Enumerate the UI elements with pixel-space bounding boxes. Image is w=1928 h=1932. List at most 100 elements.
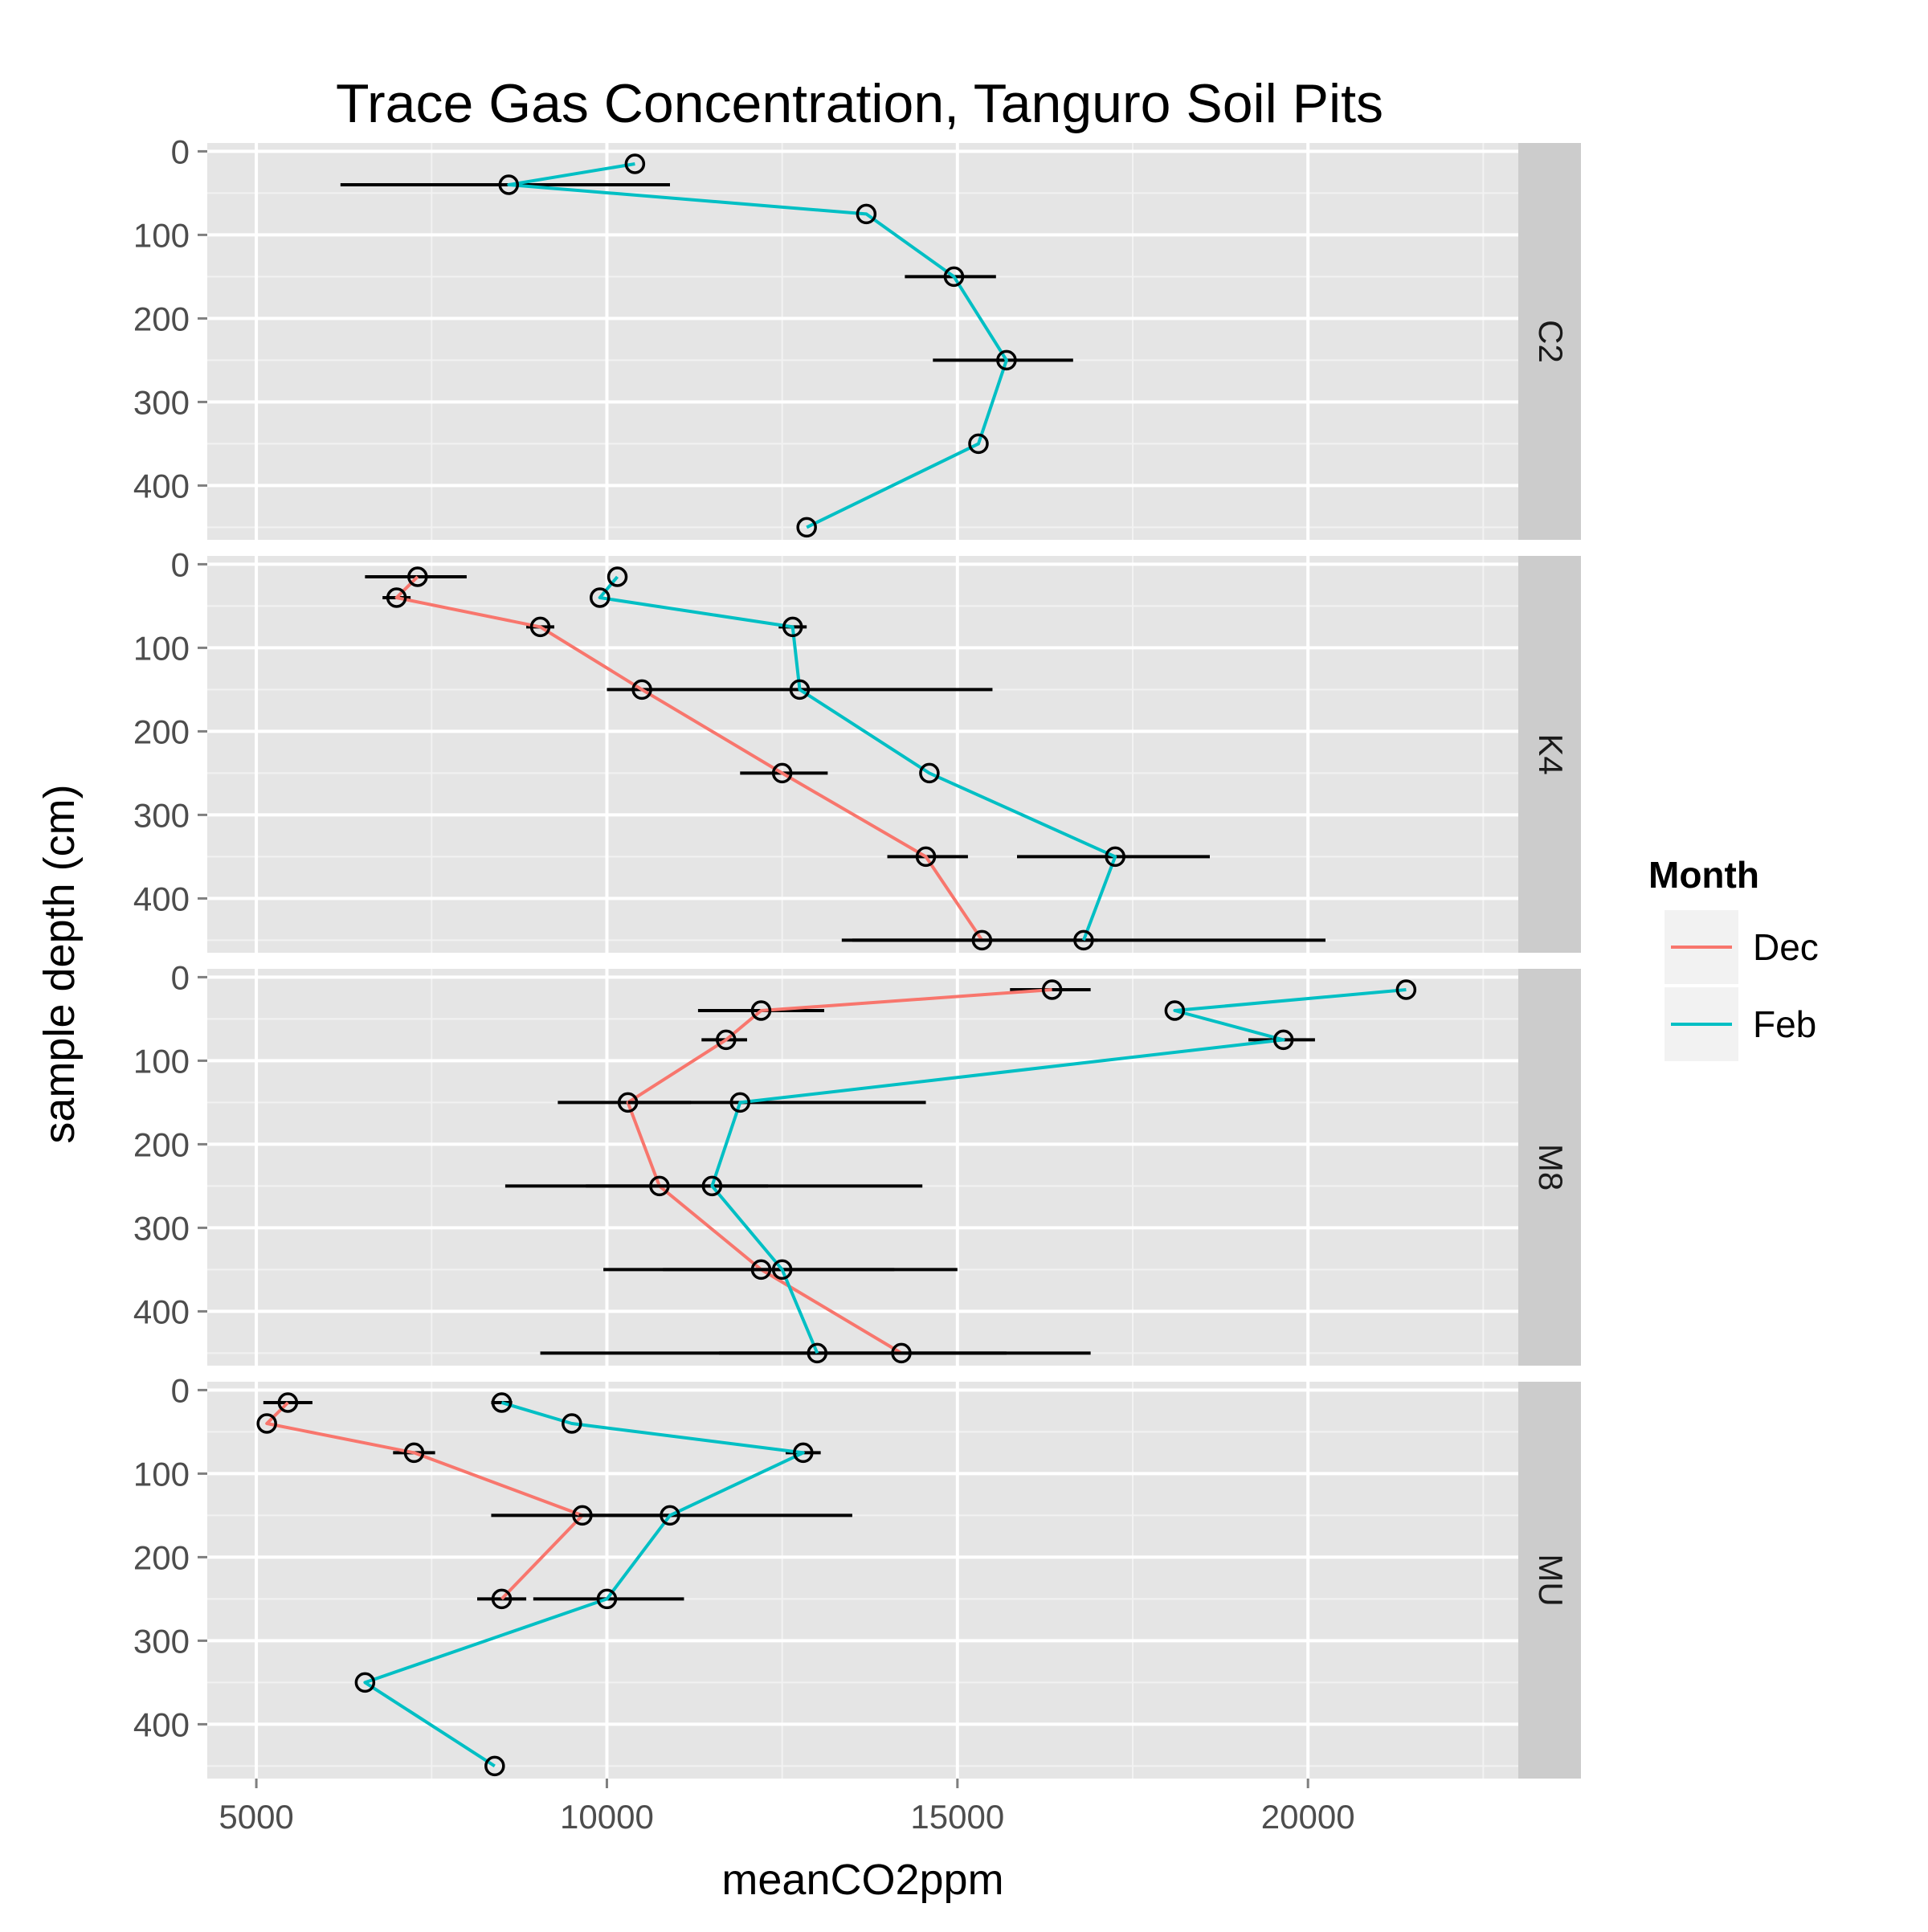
y-tick-label: 100 bbox=[133, 1455, 190, 1493]
series-feb bbox=[354, 1392, 852, 1777]
legend: Month Dec Feb bbox=[1648, 854, 1819, 1061]
data-point bbox=[491, 1392, 513, 1413]
data-point bbox=[793, 1442, 814, 1464]
data-point bbox=[729, 1092, 751, 1113]
data-point bbox=[1073, 929, 1094, 951]
facet-strip-label: MU bbox=[1532, 1554, 1570, 1606]
y-tick-label: 0 bbox=[171, 545, 190, 583]
facet-strip-label: M8 bbox=[1532, 1144, 1570, 1191]
y-tick-label: 300 bbox=[133, 1622, 190, 1660]
data-point bbox=[491, 1588, 513, 1610]
data-point bbox=[716, 1029, 737, 1051]
x-tick-label: 20000 bbox=[1261, 1798, 1355, 1836]
facet-strip-label: C2 bbox=[1532, 320, 1570, 363]
data-point bbox=[750, 1000, 772, 1021]
panel-background bbox=[207, 556, 1518, 953]
facet-panel-mu: MU 0 100 200 300 400 bbox=[133, 1371, 1581, 1779]
series-feb bbox=[540, 979, 1417, 1364]
y-tick-label: 100 bbox=[133, 216, 190, 254]
x-tick-label: 5000 bbox=[219, 1798, 293, 1836]
data-point bbox=[1105, 846, 1125, 868]
data-point bbox=[996, 349, 1017, 371]
y-tick-label: 0 bbox=[171, 1371, 190, 1409]
y-tick-label: 400 bbox=[133, 467, 190, 504]
data-point bbox=[807, 1342, 828, 1364]
data-point bbox=[1164, 1000, 1186, 1021]
data-point bbox=[386, 587, 407, 608]
series-line bbox=[363, 1401, 805, 1768]
data-point bbox=[856, 203, 877, 225]
data-point bbox=[701, 1175, 723, 1197]
y-tick-label: 300 bbox=[133, 1209, 190, 1247]
panel-background bbox=[207, 1382, 1518, 1779]
data-point bbox=[943, 266, 965, 288]
series-line bbox=[598, 575, 1117, 941]
data-point bbox=[771, 762, 793, 784]
legend-title: Month bbox=[1648, 854, 1759, 896]
y-tick-label: 400 bbox=[133, 880, 190, 917]
data-point bbox=[782, 616, 803, 638]
series-feb bbox=[340, 153, 1073, 538]
data-point bbox=[919, 762, 940, 784]
data-point bbox=[1272, 1029, 1294, 1051]
y-tick-label: 0 bbox=[171, 133, 190, 170]
data-point bbox=[529, 616, 551, 638]
data-point bbox=[484, 1755, 505, 1777]
x-axis: 5000 10000 15000 20000 bbox=[219, 1779, 1355, 1836]
legend-label-feb: Feb bbox=[1753, 1003, 1816, 1045]
data-point bbox=[660, 1505, 680, 1526]
legend-label-dec: Dec bbox=[1753, 926, 1819, 968]
series-line bbox=[507, 162, 1008, 529]
data-point bbox=[968, 433, 989, 455]
data-point bbox=[915, 846, 937, 868]
y-tick-label: 200 bbox=[133, 713, 190, 750]
facet-strip bbox=[1518, 969, 1581, 1366]
data-point bbox=[407, 566, 428, 587]
facet-panel-c2: C2 0 100 200 300 400 bbox=[133, 133, 1581, 540]
facet-strip-label: K4 bbox=[1532, 733, 1570, 774]
data-point bbox=[403, 1442, 425, 1464]
y-tick-label: 200 bbox=[133, 1125, 190, 1163]
facet-panel-k4: K4 0 100 200 300 400 bbox=[133, 545, 1581, 953]
facet-panels: C2 0 100 200 300 400 K4 0 100 200 300 400 M8 0 100 200 3… bbox=[133, 133, 1581, 1779]
y-tick-label: 300 bbox=[133, 383, 190, 421]
panel-background bbox=[207, 969, 1518, 1366]
y-tick-label: 400 bbox=[133, 1705, 190, 1743]
data-point bbox=[498, 174, 520, 195]
y-tick-label: 200 bbox=[133, 300, 190, 337]
series-line bbox=[394, 575, 984, 941]
panel-background bbox=[207, 143, 1518, 540]
data-point bbox=[1041, 979, 1063, 1000]
series-feb bbox=[589, 566, 1326, 951]
facet-strip bbox=[1518, 143, 1581, 540]
series-line bbox=[710, 988, 1407, 1354]
y-tick-label: 0 bbox=[171, 958, 190, 996]
facet-strip bbox=[1518, 556, 1581, 953]
facet-panel-m8: M8 0 100 200 300 400 bbox=[133, 958, 1581, 1366]
y-tick-label: 400 bbox=[133, 1293, 190, 1330]
y-tick-label: 100 bbox=[133, 629, 190, 667]
data-point bbox=[624, 153, 646, 174]
data-point bbox=[596, 1588, 618, 1610]
data-point bbox=[1395, 979, 1417, 1000]
data-point bbox=[256, 1413, 277, 1434]
data-point bbox=[354, 1672, 376, 1693]
data-point bbox=[631, 679, 652, 701]
facet-strip bbox=[1518, 1382, 1581, 1779]
data-point bbox=[589, 587, 611, 608]
data-point bbox=[607, 566, 628, 587]
y-axis-title: sample depth (cm) bbox=[35, 784, 84, 1143]
chart-title: Trace Gas Concentration, Tanguro Soil Pi… bbox=[336, 73, 1383, 134]
data-point bbox=[796, 517, 817, 538]
x-tick-label: 15000 bbox=[910, 1798, 1004, 1836]
x-axis-title: meanCO2ppm bbox=[721, 1856, 1003, 1904]
data-point bbox=[562, 1413, 582, 1434]
data-point bbox=[277, 1392, 299, 1413]
data-point bbox=[771, 1259, 793, 1281]
data-point bbox=[789, 679, 811, 701]
y-tick-label: 100 bbox=[133, 1042, 190, 1080]
x-tick-label: 10000 bbox=[560, 1798, 654, 1836]
y-tick-label: 300 bbox=[133, 796, 190, 834]
